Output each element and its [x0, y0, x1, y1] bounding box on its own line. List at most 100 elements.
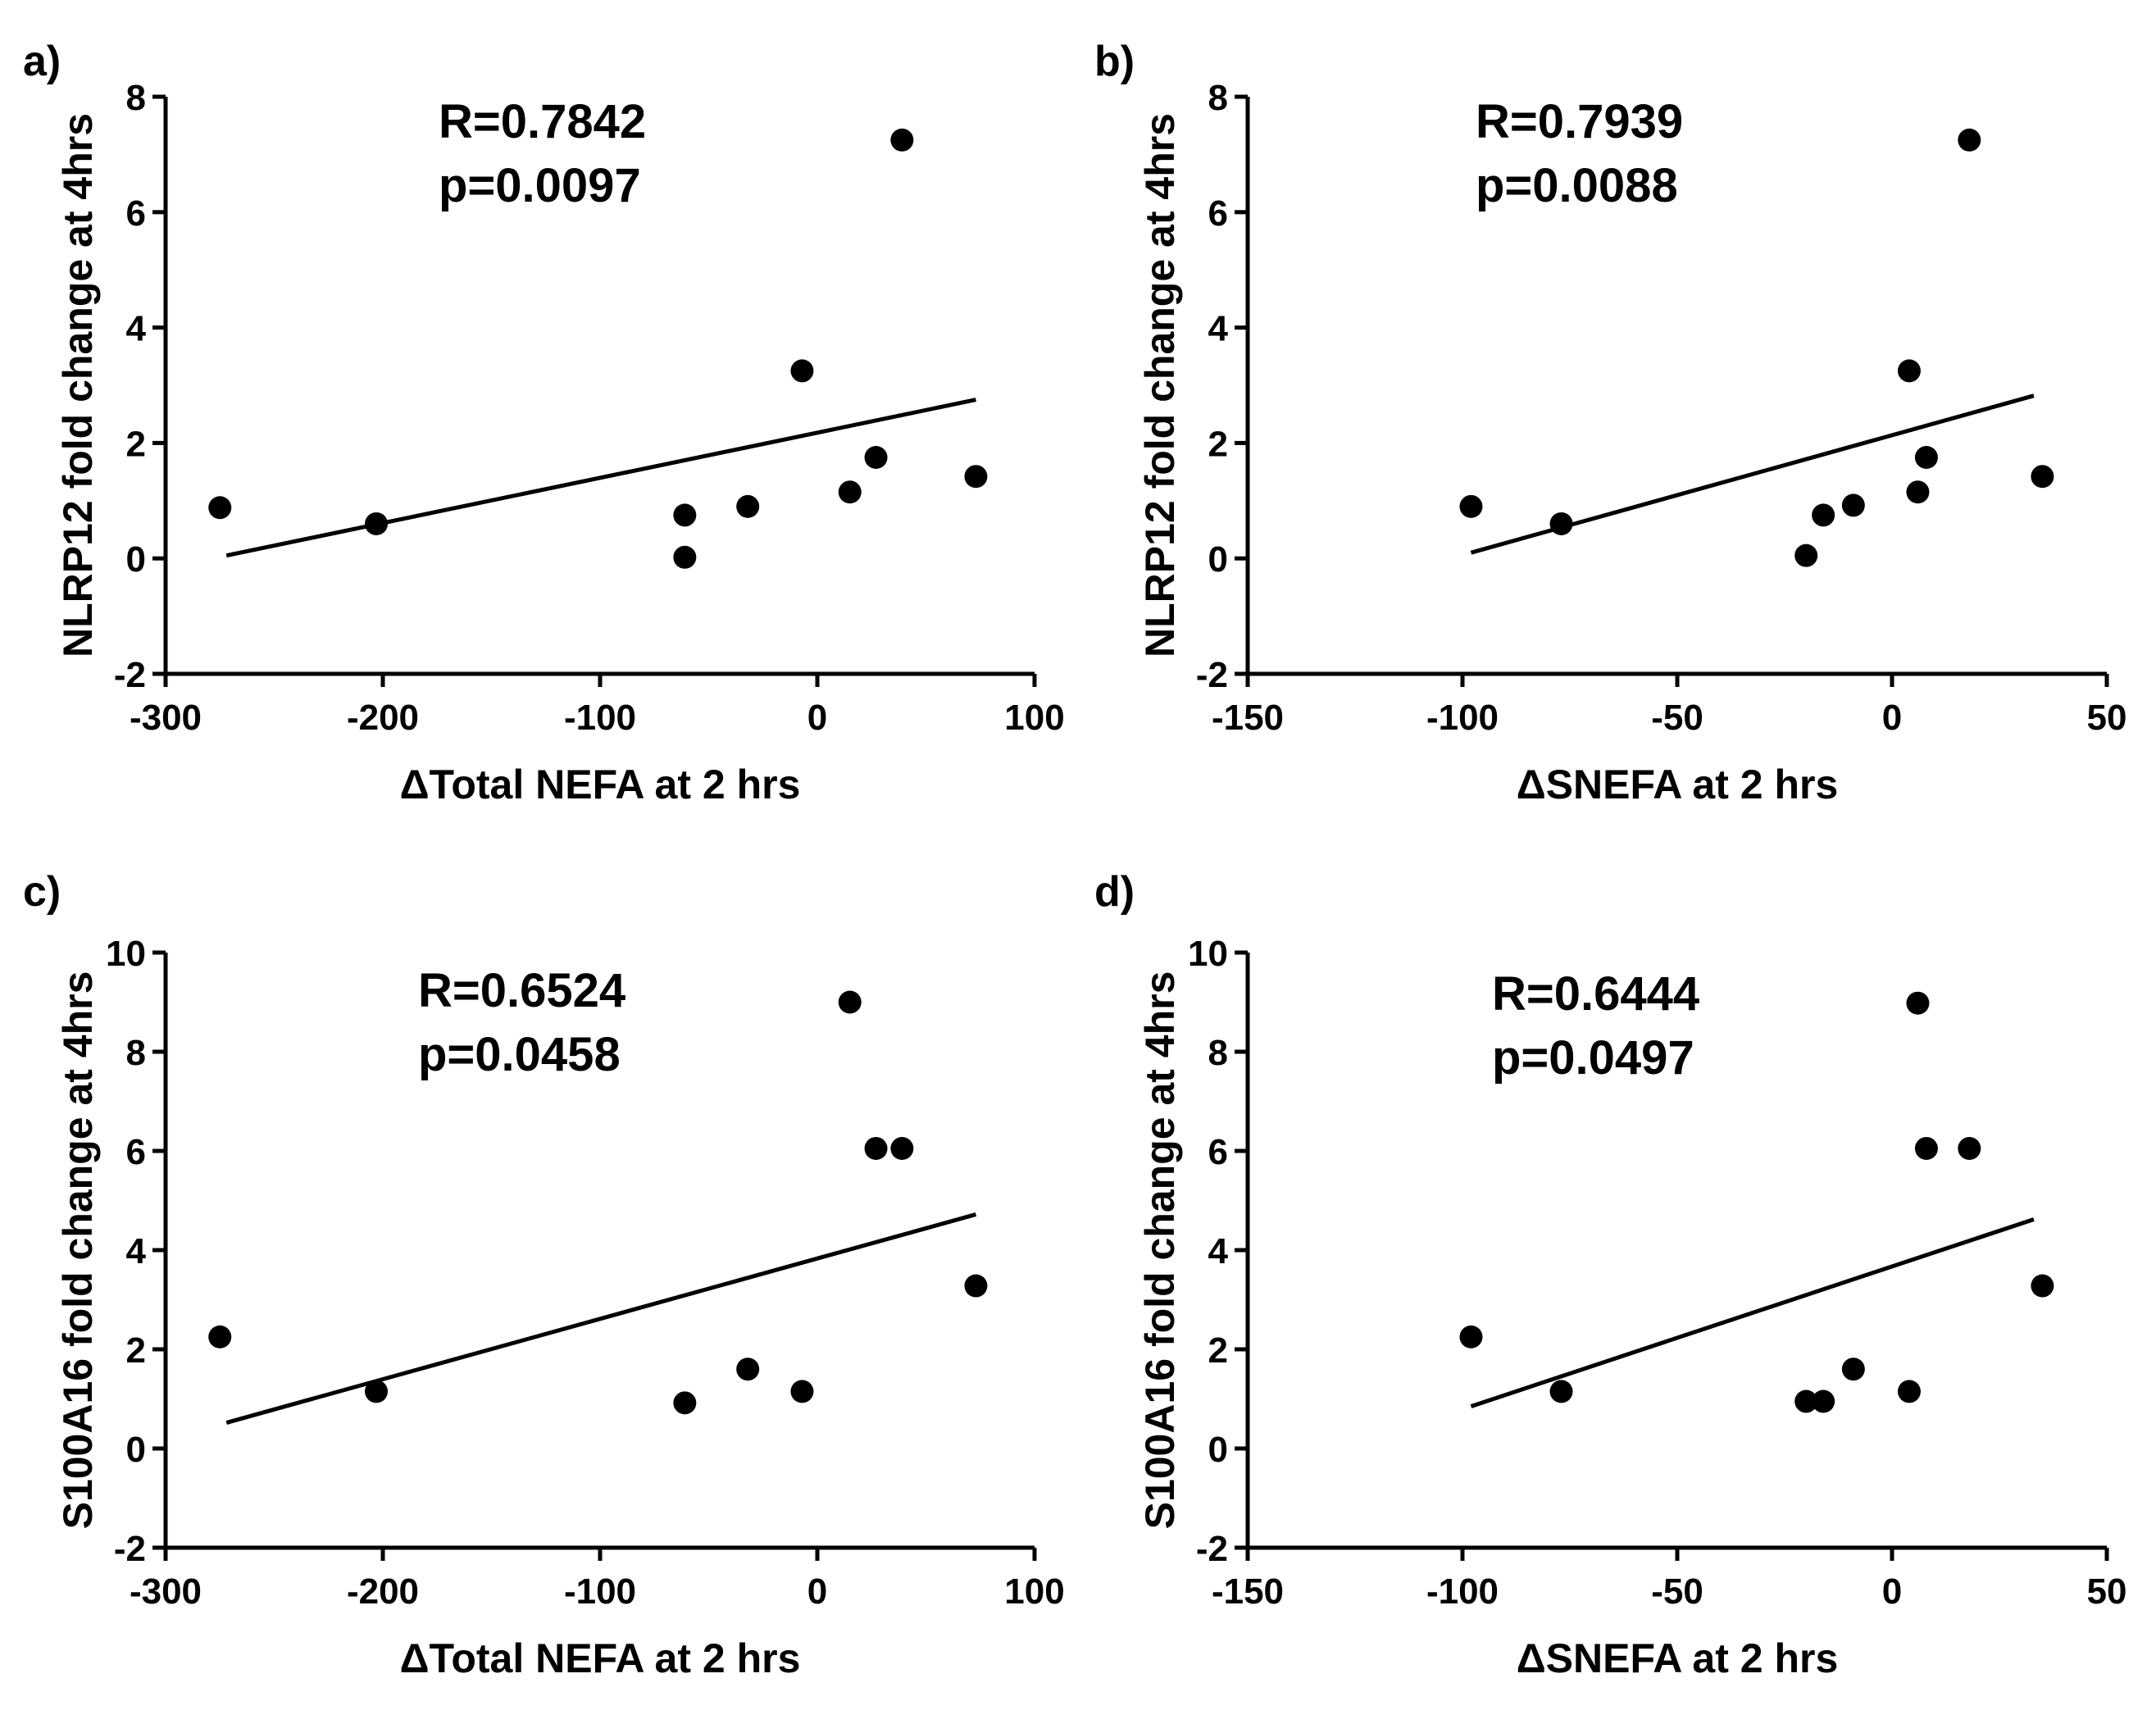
chart-panel-b: b) -2 0 2 4 6 8 -150 -100 -50 0 50 ΔSNEFA at 2 hrs NL…: [1094, 38, 2126, 807]
data-point: [1549, 1380, 1573, 1403]
panel-label: c): [23, 868, 61, 916]
data-point: [673, 503, 697, 527]
data-point: [1794, 1389, 1818, 1413]
y-tick-label: 6: [1208, 193, 1228, 234]
x-tick-label: 50: [2087, 1571, 2127, 1612]
y-tick-label: 2: [126, 424, 146, 464]
data-point: [864, 1136, 888, 1160]
data-point: [864, 446, 888, 469]
x-axis-title: ΔSNEFA at 2 hrs: [1517, 1635, 1839, 1681]
regression-line: [225, 1212, 977, 1425]
y-tick-label: 10: [106, 934, 146, 974]
y-tick-label: 8: [1208, 78, 1228, 118]
y-tick-label: 0: [1208, 539, 1228, 580]
data-point: [1841, 493, 1865, 517]
y-tick-label: 6: [1208, 1132, 1228, 1172]
x-axis-title: ΔTotal NEFA at 2 hrs: [400, 762, 801, 807]
regression-line: [1470, 1217, 2035, 1408]
data-point: [673, 1391, 697, 1415]
x-tick-label: -100: [1426, 698, 1499, 738]
data-point: [1812, 1389, 1835, 1413]
y-tick-label: 0: [1208, 1430, 1228, 1470]
data-point: [1794, 543, 1818, 567]
x-tick-label: -200: [347, 698, 419, 738]
data-point: [964, 465, 988, 489]
stat-r-value: R=0.6444: [1492, 967, 1699, 1021]
x-tick-label: -50: [1651, 698, 1703, 738]
data-point: [208, 496, 232, 520]
y-tick-label: 8: [126, 1033, 146, 1073]
stat-r-value: R=0.6524: [418, 964, 625, 1017]
y-tick-label: 8: [126, 78, 146, 118]
y-tick-label: 2: [1208, 424, 1228, 464]
x-tick-label: 0: [1882, 1571, 1902, 1612]
data-point: [890, 1136, 914, 1160]
data-point: [1549, 512, 1573, 535]
data-point: [1459, 1325, 1483, 1348]
chart-panel-d: d) -2 0 2 4 6 8 10 -150 -100 -50 0 50 ΔSNEFA at 2 hrs…: [1094, 868, 2126, 1681]
stat-r-value: R=0.7939: [1476, 95, 1683, 148]
x-tick-label: -300: [130, 698, 202, 738]
y-axis-title: NLRP12 fold change at 4hrs: [55, 113, 101, 657]
data-point: [1958, 128, 1981, 152]
x-axis-title: ΔSNEFA at 2 hrs: [1517, 762, 1839, 807]
x-tick-label: 100: [1004, 1571, 1064, 1612]
x-tick-label: -50: [1651, 1571, 1703, 1612]
x-tick-label: 0: [807, 698, 827, 738]
y-tick-label: 0: [126, 1430, 146, 1470]
y-axis-title: S100A16 fold change at 4hrs: [1137, 971, 1183, 1530]
stat-p-value: p=0.0497: [1492, 1031, 1694, 1085]
data-point: [1958, 1136, 1981, 1160]
x-tick-label: -200: [347, 1571, 419, 1612]
x-tick-label: -100: [564, 1571, 636, 1612]
panel-label: d): [1094, 868, 1135, 916]
x-tick-label: -300: [130, 1571, 202, 1612]
data-point: [1459, 494, 1483, 518]
data-point: [1906, 991, 1930, 1015]
data-point: [365, 512, 389, 535]
stat-p-value: p=0.0088: [1476, 159, 1678, 212]
x-tick-label: -150: [1212, 1571, 1284, 1612]
x-tick-label: 50: [2087, 698, 2127, 738]
x-tick-label: 0: [807, 1571, 827, 1612]
y-tick-label: -2: [114, 1529, 146, 1569]
data-point: [208, 1325, 232, 1348]
y-tick-label: 2: [126, 1330, 146, 1371]
data-point: [790, 1380, 814, 1403]
y-tick-label: 0: [126, 539, 146, 580]
data-point: [838, 480, 862, 504]
x-tick-label: 100: [1004, 698, 1064, 738]
data-point: [673, 545, 697, 569]
y-tick-label: -2: [1196, 1529, 1228, 1569]
data-point: [1906, 480, 1930, 504]
y-tick-label: 6: [126, 193, 146, 234]
y-tick-label: 6: [126, 1132, 146, 1172]
y-tick-label: -2: [114, 655, 146, 695]
regression-line: [225, 398, 976, 558]
stat-r-value: R=0.7842: [439, 95, 646, 148]
data-point: [838, 990, 862, 1014]
x-tick-label: -150: [1212, 698, 1284, 738]
y-tick-label: -2: [1196, 655, 1228, 695]
data-point: [736, 1358, 760, 1381]
x-tick-label: -100: [1426, 1571, 1499, 1612]
data-point: [1914, 446, 1938, 469]
y-tick-label: 10: [1188, 934, 1228, 974]
x-axis-title: ΔTotal NEFA at 2 hrs: [400, 1635, 801, 1681]
data-point: [2031, 465, 2054, 489]
data-point: [790, 359, 814, 383]
y-tick-label: 4: [126, 1231, 147, 1271]
stat-p-value: p=0.0458: [418, 1028, 621, 1081]
data-point: [1841, 1358, 1865, 1381]
data-point: [365, 1380, 389, 1403]
y-tick-label: 4: [1208, 1231, 1229, 1271]
data-point: [1897, 1380, 1921, 1403]
stat-p-value: p=0.0097: [439, 159, 641, 212]
panel-label: b): [1094, 38, 1135, 85]
y-tick-label: 2: [1208, 1330, 1228, 1371]
data-point: [964, 1274, 988, 1298]
chart-panel-c: c) -2 0 2 4 6 8 10 -300 -200 -100 0 100 ΔTotal NEFA a…: [23, 868, 1065, 1681]
x-tick-label: -100: [564, 698, 636, 738]
